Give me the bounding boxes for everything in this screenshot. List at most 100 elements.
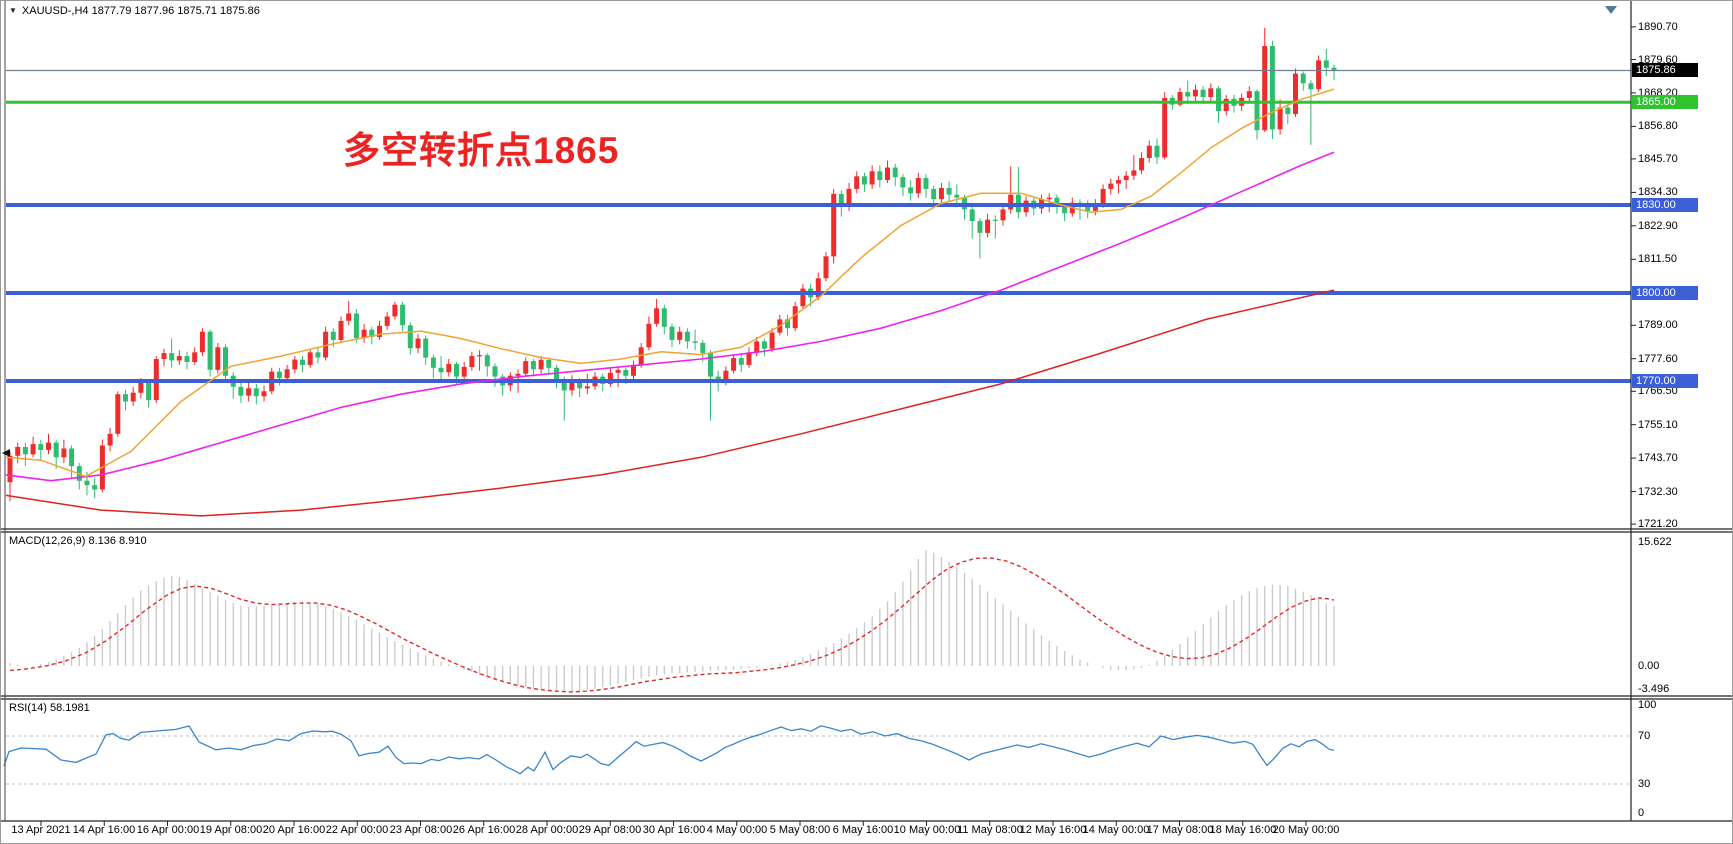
candlestick [1046,197,1052,200]
time-axis-label: 23 Apr 08:00 [389,824,453,836]
rsi-scale-0: 0 [1638,807,1645,819]
level-price-badge: 1770.00 [1632,374,1698,388]
candlestick [353,313,359,339]
candlestick [176,356,182,361]
candlestick [1054,197,1060,207]
time-axis-label: 18 May 16:00 [1209,824,1277,836]
symbol-dropdown-icon[interactable]: ▼ [9,6,17,15]
candlestick [977,221,983,233]
candlestick [538,359,544,370]
candlestick [861,176,867,185]
candlestick [1062,206,1068,214]
time-axis-label: 13 Apr 2021 [11,824,71,836]
candlestick [923,178,929,189]
candlestick [723,370,729,382]
candlestick [338,320,344,340]
candlestick [477,355,483,357]
candlestick [831,193,837,257]
time-axis-label: 4 May 00:00 [706,824,768,836]
candlestick [1123,175,1129,181]
time-axis-label: 26 Apr 16:00 [452,824,516,836]
candlestick [1116,180,1121,184]
candlestick [877,171,883,181]
candlestick [1223,98,1229,112]
candlestick [207,331,213,370]
candlestick [607,372,613,384]
candlestick [946,188,952,195]
price-axis-label: 1811.50 [1638,253,1677,265]
candlestick [284,369,290,379]
candlestick [885,167,890,181]
candlestick [1108,183,1114,189]
candlestick [1000,209,1006,221]
time-axis-label: 12 May 16:00 [1019,824,1087,836]
candlestick [276,371,282,379]
candlestick [746,352,752,365]
time-axis-label: 17 May 08:00 [1146,824,1214,836]
time-axis-label: 28 Apr 00:00 [515,824,579,836]
price-axis-label: 1789.00 [1638,319,1678,331]
candlestick [692,341,698,343]
candlestick [1285,107,1291,115]
candlestick [677,331,683,340]
candlestick [1277,107,1283,130]
scroll-to-end-icon[interactable] [1605,6,1617,14]
candlestick [1216,88,1221,112]
candlestick [684,331,690,342]
price-axis-label: 1890.70 [1638,21,1678,33]
candlestick [708,353,713,377]
candlestick [315,352,321,358]
candlestick [192,352,198,362]
candlestick [22,447,28,455]
candlestick [530,361,536,370]
candlestick [569,380,575,391]
candlestick [492,366,498,377]
candlestick [107,433,113,446]
candlestick [346,313,352,321]
candlestick [323,331,329,358]
time-axis-label: 29 Apr 08:00 [578,824,642,836]
candlestick [846,188,852,207]
candlestick [392,304,398,317]
series-start-marker-icon [2,449,10,457]
candlestick [515,373,521,376]
candlestick [1331,67,1337,71]
ma-fast-orange [5,88,1335,478]
macd-indicator-label: MACD(12,26,9) 8.136 8.910 [9,535,147,547]
chart-annotation-text: 多空转折点1865 [343,130,620,171]
level-price-badge: 1865.00 [1632,95,1698,109]
candlestick [800,288,806,307]
candlestick [246,388,252,396]
candlestick [931,188,937,200]
level-price-badge: 1800.00 [1632,286,1698,300]
candlestick [223,347,228,376]
candlestick [400,304,406,326]
time-axis-label: 19 Apr 08:00 [199,824,263,836]
candlestick [415,338,421,349]
candlestick [761,341,767,349]
candlestick [969,209,975,222]
current-price-badge: 1875.86 [1632,63,1698,77]
candlestick [184,356,190,362]
candlestick [738,358,744,365]
symbol-quote-line[interactable]: ▼ XAUUSD-,H4 1877.79 1877.96 1875.71 1875… [9,5,260,17]
candlestick [1269,46,1275,130]
candlestick [423,338,429,358]
time-axis-label: 20 May 00:00 [1272,824,1340,836]
candlestick [1208,88,1214,98]
candlestick [908,187,914,194]
candlestick [561,379,567,391]
rsi-scale-70: 70 [1638,730,1651,742]
candlestick [1008,194,1014,210]
candlestick [992,219,998,221]
rsi-indicator-label: RSI(14) 58.1981 [9,702,90,714]
candlestick [1323,60,1329,68]
candlestick [623,369,629,376]
candlestick [1139,158,1145,171]
candlestick [484,355,490,367]
candlestick [384,316,390,326]
candlestick [638,347,644,365]
candlestick [261,391,267,397]
price-axis-label: 1845.70 [1638,153,1678,165]
